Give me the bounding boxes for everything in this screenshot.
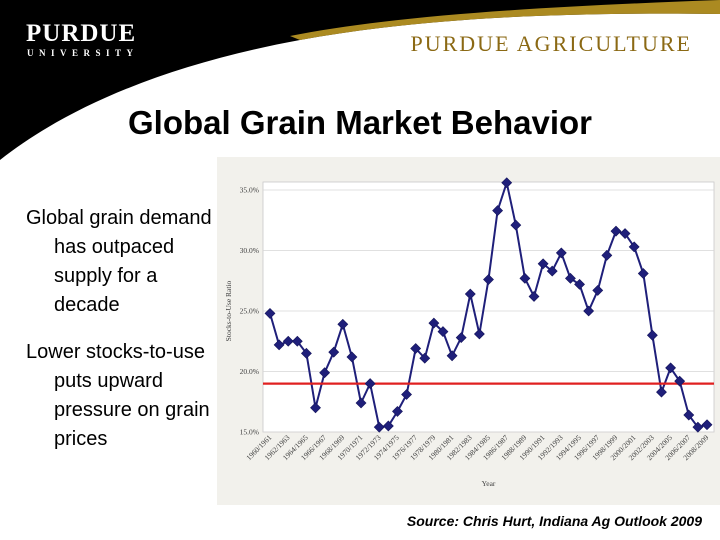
data-point	[592, 285, 604, 296]
data-point	[519, 272, 531, 284]
data-point	[337, 318, 349, 330]
data-point	[574, 278, 585, 290]
data-point	[328, 346, 340, 358]
data-point	[601, 249, 613, 261]
data-point	[392, 406, 403, 417]
data-point	[492, 205, 504, 216]
data-point	[483, 274, 494, 285]
data-point	[619, 228, 631, 239]
data-point	[455, 332, 467, 344]
data-point	[464, 288, 476, 300]
data-point	[583, 305, 595, 317]
slide-title: Global Grain Market Behavior	[128, 104, 592, 141]
y-tick-label: 25.0%	[240, 307, 259, 316]
y-tick-label: 35.0%	[240, 186, 259, 195]
bullet-item: Global grain demand has outpaced supply …	[26, 207, 212, 316]
plot-area	[262, 181, 715, 433]
data-point	[319, 367, 331, 379]
bullet-list: Global grain demand has outpaced supply …	[26, 204, 216, 472]
data-point	[665, 362, 677, 374]
data-point	[610, 225, 622, 237]
y-tick-label: 15.0%	[240, 428, 259, 437]
source-citation: Source: Chris Hurt, Indiana Ag Outlook 2…	[406, 513, 702, 529]
y-tick-label: 30.0%	[240, 246, 259, 255]
data-point	[628, 241, 640, 253]
data-point	[701, 419, 713, 431]
data-point	[656, 386, 667, 398]
data-point	[510, 219, 522, 231]
data-point	[473, 328, 485, 340]
data-point	[382, 420, 394, 432]
chart-frame: 15.0% 20.0% 25.0% 30.0% 35.0% 1960/1961 1962/1…	[217, 157, 720, 505]
stocks-to-use-chart: 15.0%20.0%25.0%30.0%35.0%1960/19611962/1…	[224, 177, 715, 488]
data-point	[264, 307, 276, 319]
data-point	[419, 352, 431, 364]
data-point	[364, 378, 376, 390]
data-point	[637, 268, 649, 279]
data-point	[528, 291, 540, 302]
data-point	[692, 421, 704, 433]
data-point	[501, 177, 513, 189]
data-point	[428, 317, 440, 329]
header-swoosh	[0, 0, 720, 160]
swoosh-black	[0, 0, 720, 160]
data-point	[537, 258, 549, 270]
data-point	[565, 272, 576, 284]
university-wordmark: UNIVERSITY	[27, 48, 139, 58]
data-point	[546, 265, 558, 277]
data-point	[401, 389, 412, 400]
data-point	[373, 421, 385, 433]
data-point	[555, 247, 567, 259]
data-point	[646, 329, 658, 341]
purdue-logo: PURDUE	[26, 20, 137, 47]
bullet-item: Lower stocks-to-use puts upward pressure…	[26, 341, 210, 450]
data-point	[446, 350, 458, 362]
data-point	[282, 335, 294, 347]
data-point	[674, 375, 686, 387]
data-point	[310, 402, 321, 414]
y-axis-title: Stocks-to-Use Ratio	[224, 280, 233, 341]
data-point	[437, 326, 449, 337]
data-point	[291, 335, 303, 347]
data-point	[273, 339, 285, 351]
data-point	[683, 409, 695, 421]
purdue-agriculture-title: PURDUE AGRICULTURE	[410, 31, 692, 56]
data-point	[346, 351, 358, 363]
data-point	[355, 397, 367, 409]
data-point	[410, 343, 422, 354]
data-point	[300, 347, 312, 359]
swoosh-gold	[290, 0, 720, 40]
y-tick-label: 20.0%	[240, 367, 259, 376]
x-axis-title: Year	[482, 479, 496, 488]
